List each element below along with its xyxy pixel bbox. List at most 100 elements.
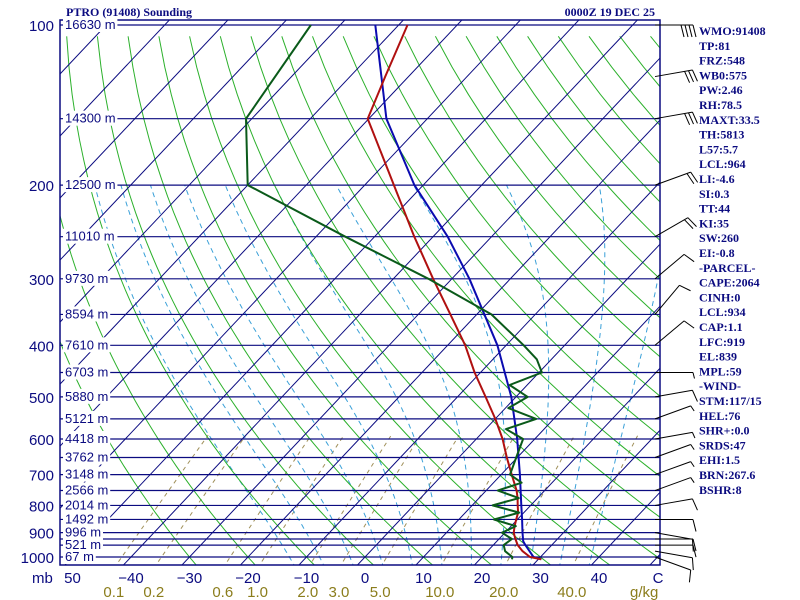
index-line: SI:0.3 bbox=[699, 187, 729, 201]
height-label-bg bbox=[63, 482, 111, 498]
height-label: 6703 m bbox=[65, 365, 108, 380]
height-label: 3148 m bbox=[65, 467, 108, 482]
temperature-tick-labels: mb 50 −40 −30 −20 −10 0 10 20 30 40 C bbox=[32, 570, 664, 587]
wind-barb-flag bbox=[691, 69, 698, 82]
isotherm bbox=[60, 20, 463, 447]
temperature-trace bbox=[366, 24, 542, 561]
height-label-bg bbox=[63, 449, 111, 465]
pressure-tick-label: 700 bbox=[29, 468, 54, 485]
index-line: BSHR:8 bbox=[699, 483, 742, 497]
index-line: CAP:1.1 bbox=[699, 320, 743, 334]
index-line: CINH:0 bbox=[699, 290, 740, 304]
wind-barb-shaft bbox=[654, 477, 691, 492]
wind-barb-shaft bbox=[654, 498, 693, 506]
height-label: 8594 m bbox=[65, 306, 108, 321]
wind-barb-half-flag bbox=[690, 405, 695, 412]
wind-barb bbox=[654, 431, 696, 440]
wind-barb bbox=[654, 320, 695, 346]
temperature-tick-label: 10 bbox=[415, 570, 432, 587]
mixing-ratio-label: 0.2 bbox=[143, 584, 164, 600]
wind-barb-flag bbox=[688, 70, 694, 83]
index-line: -WIND- bbox=[699, 379, 741, 393]
moist-adiabat bbox=[94, 184, 295, 565]
wind-barb-shaft bbox=[654, 389, 693, 398]
sounding-traces bbox=[245, 24, 543, 561]
wind-barb-flag bbox=[691, 498, 698, 511]
wind-barb bbox=[655, 24, 697, 38]
mixing-ratio-line bbox=[504, 434, 576, 565]
height-label-bg bbox=[63, 364, 111, 380]
wind-barb-shaft bbox=[654, 217, 689, 238]
wind-barb-half-flag bbox=[690, 477, 695, 483]
sounding-time: 0000Z 19 DEC 25 bbox=[565, 5, 655, 19]
temperature-tick-label: −20 bbox=[235, 570, 260, 587]
isotherm bbox=[181, 57, 660, 565]
wind-barb bbox=[654, 556, 692, 583]
wind-barb bbox=[654, 477, 695, 492]
index-line: BRN:267.6 bbox=[699, 468, 755, 482]
isotherm bbox=[239, 119, 660, 565]
wind-barb-half-flag bbox=[690, 444, 695, 450]
temperature-tick-label: −30 bbox=[177, 570, 202, 587]
dry-adiabat bbox=[312, 36, 660, 477]
wind-barb-shaft bbox=[654, 444, 691, 458]
index-line: LFC:919 bbox=[699, 335, 745, 349]
dry-adiabat bbox=[60, 213, 256, 565]
isotherm bbox=[60, 20, 346, 323]
wind-barb-shaft bbox=[654, 320, 685, 346]
pressure-tick-label: 1000 bbox=[21, 550, 54, 567]
height-label: 9730 m bbox=[65, 271, 108, 286]
index-line: SHR+:0.0 bbox=[699, 424, 750, 438]
wind-barb-flag bbox=[680, 24, 685, 38]
wind-barb bbox=[654, 461, 695, 476]
height-label-bg bbox=[63, 466, 111, 482]
height-label-bg bbox=[63, 511, 111, 527]
temperature-tick-label: 40 bbox=[591, 570, 608, 587]
height-label: 5880 m bbox=[65, 389, 108, 404]
isotherm bbox=[64, 20, 580, 565]
height-label-bg bbox=[63, 430, 111, 446]
dry-adiabat bbox=[60, 340, 197, 565]
dry-adiabat bbox=[434, 36, 660, 319]
wind-barb-half-flag bbox=[690, 461, 695, 468]
parcel-trace bbox=[374, 24, 542, 561]
pressure-tick-label: 900 bbox=[29, 526, 54, 543]
height-label-bg bbox=[63, 110, 118, 126]
index-line: HEL:76 bbox=[699, 409, 740, 423]
wind-barb-flag bbox=[688, 24, 693, 38]
index-line: PW:2.46 bbox=[699, 83, 743, 97]
isotherm bbox=[60, 20, 288, 261]
index-line: EI:-0.8 bbox=[699, 246, 735, 260]
pressure-tick-label: 100 bbox=[29, 18, 54, 35]
wind-barb-shaft bbox=[654, 254, 685, 280]
dry-adiabat bbox=[465, 36, 660, 280]
station-title: PTRO (91408) Sounding bbox=[66, 5, 192, 19]
height-label: 12500 m bbox=[65, 177, 116, 192]
height-label-bg bbox=[63, 497, 111, 513]
wind-barb bbox=[654, 405, 695, 420]
index-line: CAPE:2064 bbox=[699, 276, 760, 290]
wind-barb bbox=[654, 444, 695, 458]
mixing-ratio-line bbox=[340, 434, 421, 565]
isotherm bbox=[473, 367, 660, 565]
mixing-ratio-label: 0.6 bbox=[212, 584, 233, 600]
mixing-ratio-line bbox=[381, 434, 460, 565]
index-line: TP:81 bbox=[699, 39, 730, 53]
index-line: MAXT:33.5 bbox=[699, 113, 760, 127]
height-label-bg bbox=[63, 17, 118, 32]
index-line: TH:5813 bbox=[699, 128, 744, 142]
wind-barb bbox=[654, 253, 695, 280]
height-label: 14300 m bbox=[65, 111, 116, 126]
dry-adiabat bbox=[373, 36, 660, 397]
mixing-ratio-label: 2.0 bbox=[297, 584, 318, 600]
wind-barb bbox=[655, 538, 697, 552]
height-label-bg bbox=[63, 388, 111, 404]
dry-adiabat bbox=[96, 36, 375, 565]
wind-barb-flag bbox=[679, 284, 691, 292]
wind-barb-flag bbox=[692, 24, 697, 38]
pressure-unit-label: mb bbox=[32, 570, 53, 587]
wind-barb-flag bbox=[692, 519, 697, 532]
mixing-ratio-line bbox=[572, 434, 639, 565]
isotherms bbox=[60, 20, 660, 565]
wind-barb bbox=[654, 389, 698, 402]
